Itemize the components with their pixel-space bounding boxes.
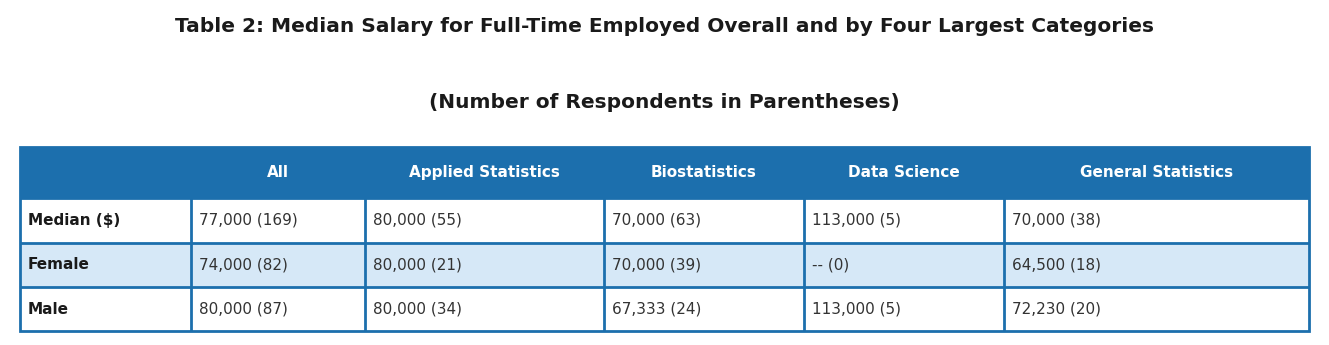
Bar [20, 243, 191, 287]
Bar [365, 243, 603, 287]
Text: 72,230 (20): 72,230 (20) [1011, 302, 1100, 317]
Bar [603, 287, 804, 331]
Bar [365, 147, 603, 198]
Text: Data Science: Data Science [848, 165, 960, 180]
Text: 80,000 (55): 80,000 (55) [373, 213, 462, 228]
Text: Female: Female [28, 257, 90, 272]
Text: Median ($): Median ($) [28, 213, 120, 228]
Text: 113,000 (5): 113,000 (5) [812, 302, 901, 317]
Text: 80,000 (87): 80,000 (87) [199, 302, 288, 317]
Bar [1003, 287, 1309, 331]
Text: 77,000 (169): 77,000 (169) [199, 213, 298, 228]
Text: General Statistics: General Statistics [1079, 165, 1233, 180]
Text: 80,000 (21): 80,000 (21) [373, 257, 462, 272]
Bar [603, 147, 804, 198]
Bar [603, 198, 804, 243]
Text: -- (0): -- (0) [812, 257, 849, 272]
Bar [20, 287, 191, 331]
Text: Biostatistics: Biostatistics [651, 165, 756, 180]
Text: 70,000 (39): 70,000 (39) [611, 257, 700, 272]
Bar [603, 243, 804, 287]
Bar [804, 243, 1003, 287]
Bar [191, 147, 365, 198]
Text: Applied Statistics: Applied Statistics [409, 165, 560, 180]
Text: 70,000 (38): 70,000 (38) [1011, 213, 1100, 228]
Text: All: All [267, 165, 290, 180]
Bar [365, 287, 603, 331]
Text: 67,333 (24): 67,333 (24) [611, 302, 702, 317]
Bar [1003, 198, 1309, 243]
Bar [365, 198, 603, 243]
Text: 80,000 (34): 80,000 (34) [373, 302, 462, 317]
Text: 113,000 (5): 113,000 (5) [812, 213, 901, 228]
Text: 74,000 (82): 74,000 (82) [199, 257, 288, 272]
Text: 64,500 (18): 64,500 (18) [1011, 257, 1100, 272]
Bar [20, 147, 191, 198]
Bar [191, 243, 365, 287]
Text: Table 2: Median Salary for Full-Time Employed Overall and by Four Largest Catego: Table 2: Median Salary for Full-Time Emp… [175, 17, 1154, 36]
Text: Male: Male [28, 302, 69, 317]
Text: (Number of Respondents in Parentheses): (Number of Respondents in Parentheses) [429, 93, 900, 112]
Bar [804, 198, 1003, 243]
Bar [804, 287, 1003, 331]
Bar [20, 198, 191, 243]
Bar [191, 287, 365, 331]
Bar [20, 147, 1309, 331]
Bar [191, 198, 365, 243]
Text: 70,000 (63): 70,000 (63) [611, 213, 700, 228]
Bar [1003, 147, 1309, 198]
Bar [804, 147, 1003, 198]
Bar [1003, 243, 1309, 287]
